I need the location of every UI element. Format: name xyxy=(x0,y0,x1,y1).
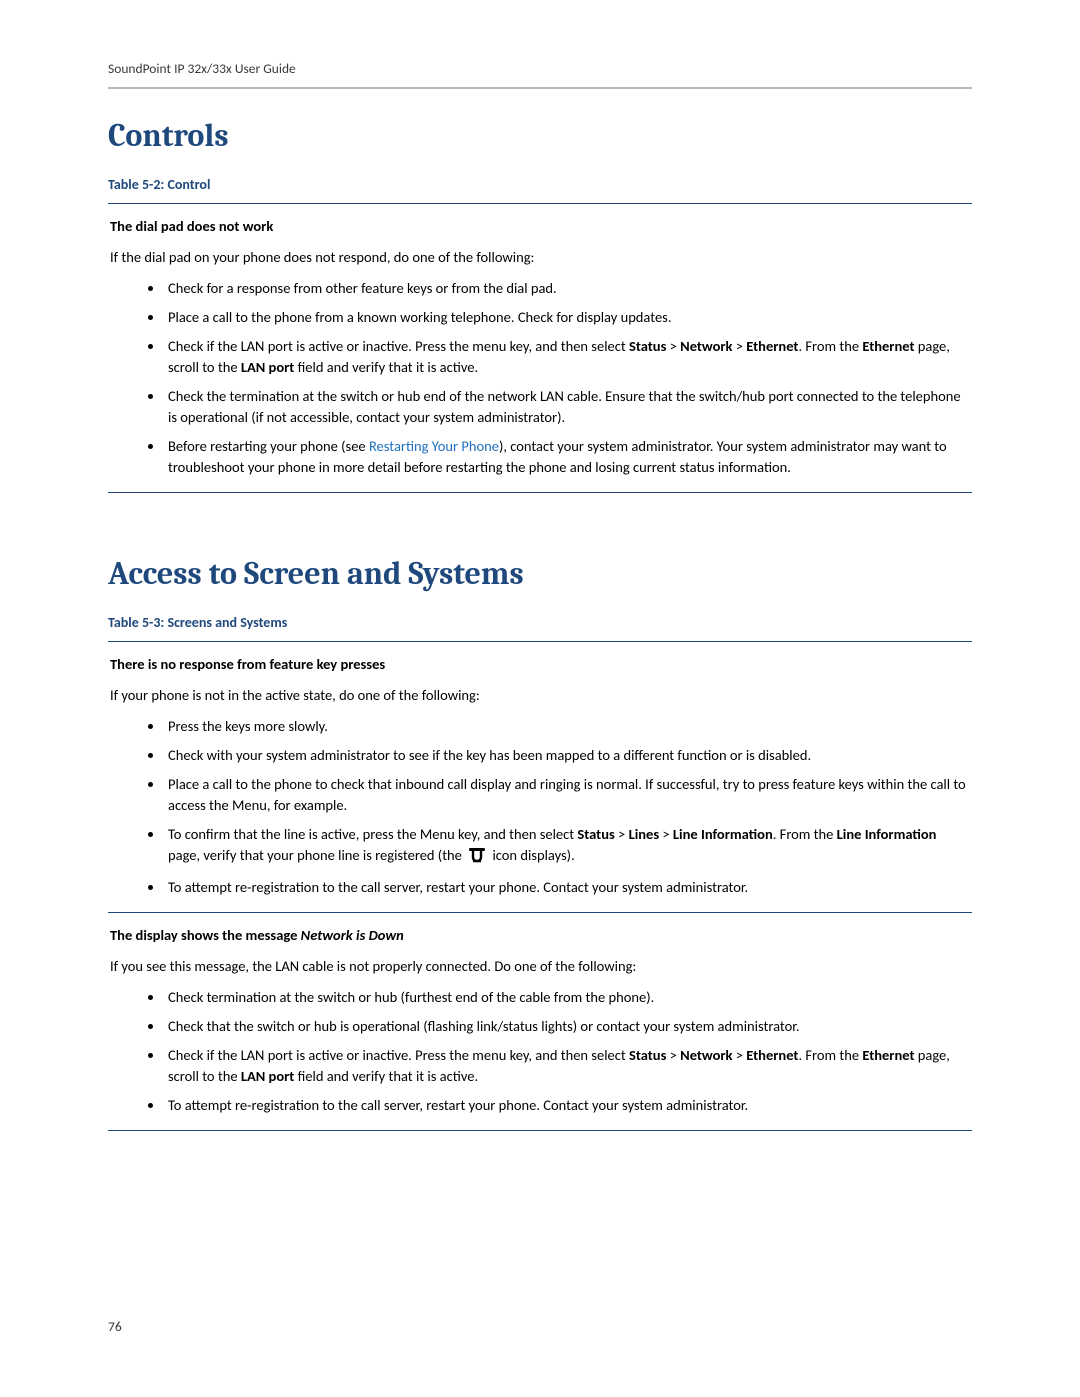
table-row: The display shows the message Network is… xyxy=(108,912,972,1130)
row-title: There is no response from feature key pr… xyxy=(110,654,970,675)
inline-link[interactable]: Restarting Your Phone xyxy=(369,437,499,455)
text-run: Ethernet xyxy=(746,1046,798,1064)
list-item: Place a call to the phone from a known w… xyxy=(164,307,970,328)
header-divider xyxy=(108,87,972,89)
text-run: Network xyxy=(680,337,732,355)
text-run: > xyxy=(733,1046,747,1064)
text-run: Check the termination at the switch or h… xyxy=(168,387,961,426)
text-run: icon displays). xyxy=(489,846,575,864)
text-run: Network is Down xyxy=(301,926,404,944)
row-intro: If your phone is not in the active state… xyxy=(110,685,970,706)
section-heading: Access to Screen and Systems xyxy=(108,555,972,592)
list-item: To attempt re-registration to the call s… xyxy=(164,877,970,898)
text-run: Network xyxy=(680,1046,732,1064)
text-run: Before restarting your phone (see xyxy=(168,437,369,455)
text-run: Ethernet xyxy=(746,337,798,355)
text-run: . From the xyxy=(773,825,837,843)
text-run: Check termination at the switch or hub (… xyxy=(168,988,654,1006)
bullet-list: Press the keys more slowly. Check with yo… xyxy=(110,716,970,898)
text-run: > xyxy=(615,825,629,843)
text-run: Lines xyxy=(629,825,660,843)
text-run: > xyxy=(666,337,680,355)
sections-container: Controls Table 5-2: Control The dial pad d… xyxy=(108,117,972,1131)
page-number: 76 xyxy=(108,1318,122,1335)
text-run: page, verify that your phone line is reg… xyxy=(168,846,465,864)
table-row: The dial pad does not work If the dial pa… xyxy=(108,204,972,492)
row-intro: If you see this message, the LAN cable i… xyxy=(110,956,970,977)
list-item: Check the termination at the switch or h… xyxy=(164,386,970,428)
text-run: > xyxy=(733,337,747,355)
text-run: To attempt re-registration to the call s… xyxy=(168,878,748,896)
table-caption: Table 5-3: Screens and Systems xyxy=(108,614,972,631)
page-header: SoundPoint IP 32x/33x User Guide xyxy=(108,60,972,77)
text-run: Check if the LAN port is active or inact… xyxy=(168,1046,629,1064)
text-run: > xyxy=(666,1046,680,1064)
list-item: Before restarting your phone (see Restar… xyxy=(164,436,970,478)
list-item: Check with your system administrator to … xyxy=(164,745,970,766)
section-heading: Controls xyxy=(108,117,972,154)
text-run: . From the xyxy=(798,1046,862,1064)
row-title: The dial pad does not work xyxy=(110,216,970,237)
text-run: LAN port xyxy=(241,1067,295,1085)
text-run: Check that the switch or hub is operatio… xyxy=(168,1017,800,1035)
text-run: Status xyxy=(577,825,614,843)
text-run: To attempt re-registration to the call s… xyxy=(168,1096,748,1114)
list-item: Check termination at the switch or hub (… xyxy=(164,987,970,1008)
row-intro: If the dial pad on your phone does not r… xyxy=(110,247,970,268)
list-item: Check if the LAN port is active or inact… xyxy=(164,1045,970,1087)
list-item: Place a call to the phone to check that … xyxy=(164,774,970,816)
list-item: Check for a response from other feature … xyxy=(164,278,970,299)
text-run: Place a call to the phone from a known w… xyxy=(168,308,672,326)
phone-registered-icon xyxy=(467,847,487,869)
table-row: There is no response from feature key pr… xyxy=(108,642,972,912)
text-run: field and verify that it is active. xyxy=(294,358,478,376)
row-title: The display shows the message Network is… xyxy=(110,925,970,946)
list-item: Press the keys more slowly. xyxy=(164,716,970,737)
text-run: Press the keys more slowly. xyxy=(168,717,328,735)
text-run: Check with your system administrator to … xyxy=(168,746,811,764)
text-run: > xyxy=(659,825,673,843)
table-caption: Table 5-2: Control xyxy=(108,176,972,193)
list-item: To confirm that the line is active, pres… xyxy=(164,824,970,869)
list-item: Check that the switch or hub is operatio… xyxy=(164,1016,970,1037)
text-run: Check for a response from other feature … xyxy=(168,279,557,297)
text-run: Ethernet xyxy=(862,1046,914,1064)
document-page: SoundPoint IP 32x/33x User Guide Control… xyxy=(0,0,1080,1171)
text-run: To confirm that the line is active, pres… xyxy=(168,825,577,843)
list-item: Check if the LAN port is active or inact… xyxy=(164,336,970,378)
text-run: Place a call to the phone to check that … xyxy=(168,775,966,814)
text-run: . From the xyxy=(798,337,862,355)
bullet-list: Check termination at the switch or hub (… xyxy=(110,987,970,1116)
text-run: Line Information xyxy=(673,825,773,843)
troubleshoot-table: The dial pad does not work If the dial pa… xyxy=(108,203,972,493)
text-run: Line Information xyxy=(837,825,937,843)
bullet-list: Check for a response from other feature … xyxy=(110,278,970,478)
list-item: To attempt re-registration to the call s… xyxy=(164,1095,970,1116)
text-run: Check if the LAN port is active or inact… xyxy=(168,337,629,355)
text-run: LAN port xyxy=(241,358,295,376)
text-run: Status xyxy=(629,337,666,355)
text-run: Status xyxy=(629,1046,666,1064)
text-run: Ethernet xyxy=(862,337,914,355)
text-run: field and verify that it is active. xyxy=(294,1067,478,1085)
troubleshoot-table: There is no response from feature key pr… xyxy=(108,641,972,1131)
text-run: The display shows the message xyxy=(110,926,301,944)
